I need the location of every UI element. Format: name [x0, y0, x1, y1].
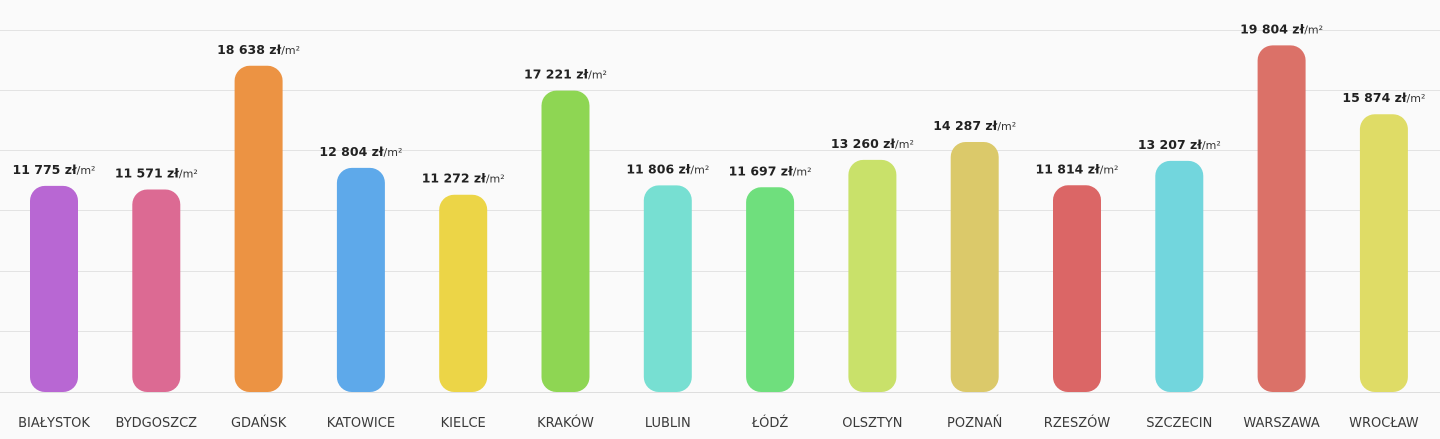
- value-number: 18 638 zł: [217, 42, 281, 57]
- value-number: 11 814 zł: [1036, 161, 1100, 176]
- value-label-0: 11 775 zł/m²: [13, 162, 96, 177]
- bar-6[interactable]: [643, 185, 692, 392]
- value-number: 17 221 zł: [524, 67, 588, 82]
- category-label-9: POZNAŃ: [947, 415, 1002, 431]
- category-label-11: SZCZECIN: [1146, 416, 1212, 431]
- value-number: 11 806 zł: [626, 161, 690, 176]
- value-unit: /m²: [1202, 139, 1221, 152]
- bar-1[interactable]: [132, 189, 181, 393]
- bar-11[interactable]: [1155, 160, 1204, 392]
- value-label-9: 14 287 zł/m²: [933, 118, 1016, 133]
- category-label-8: OLSZTYN: [842, 416, 902, 431]
- value-number: 11 272 zł: [422, 171, 486, 186]
- category-label-3: KATOWICE: [327, 416, 395, 431]
- value-unit: /m²: [997, 120, 1016, 133]
- category-label-0: BIAŁYSTOK: [18, 416, 90, 431]
- category-label-1: BYDGOSZCZ: [115, 416, 197, 431]
- value-label-1: 11 571 zł/m²: [115, 166, 198, 181]
- value-label-10: 11 814 zł/m²: [1036, 161, 1119, 176]
- gridlines: [0, 30, 1440, 393]
- value-unit: /m²: [77, 164, 96, 177]
- value-label-6: 11 806 zł/m²: [626, 161, 709, 176]
- value-number: 12 804 zł: [319, 144, 383, 159]
- bar-12[interactable]: [1257, 45, 1306, 393]
- value-unit: /m²: [1407, 92, 1426, 105]
- value-label-3: 12 804 zł/m²: [319, 144, 402, 159]
- value-number: 11 775 zł: [13, 162, 77, 177]
- value-label-5: 17 221 zł/m²: [524, 67, 607, 82]
- category-label-7: ŁÓDŹ: [751, 415, 789, 431]
- value-label-2: 18 638 zł/m²: [217, 42, 300, 57]
- bar-5[interactable]: [541, 90, 590, 392]
- value-number: 13 260 zł: [831, 136, 895, 151]
- value-unit: /m²: [281, 44, 300, 57]
- bar-13[interactable]: [1359, 114, 1408, 392]
- value-label-12: 19 804 zł/m²: [1240, 21, 1323, 36]
- value-number: 11 571 zł: [115, 166, 179, 181]
- category-label-6: LUBLIN: [645, 416, 691, 431]
- value-unit: /m²: [1304, 23, 1323, 36]
- bar-9[interactable]: [950, 142, 999, 392]
- category-label-5: KRAKÓW: [537, 415, 594, 431]
- value-number: 15 874 zł: [1342, 90, 1406, 105]
- bar-3[interactable]: [336, 167, 385, 392]
- bar-0[interactable]: [30, 185, 78, 392]
- value-number: 11 697 zł: [729, 163, 793, 178]
- value-unit: /m²: [1100, 163, 1119, 176]
- category-label-13: WROCŁAW: [1349, 416, 1419, 431]
- value-number: 14 287 zł: [933, 118, 997, 133]
- value-label-8: 13 260 zł/m²: [831, 136, 914, 151]
- value-unit: /m²: [179, 168, 198, 181]
- value-number: 13 207 zł: [1138, 137, 1202, 152]
- value-label-4: 11 272 zł/m²: [422, 171, 505, 186]
- category-label-10: RZESZÓW: [1044, 415, 1111, 431]
- value-unit: /m²: [895, 138, 914, 151]
- bars-group: [30, 45, 1408, 393]
- bar-2[interactable]: [234, 65, 283, 393]
- bar-4[interactable]: [439, 194, 488, 392]
- value-unit: /m²: [793, 165, 812, 178]
- value-number: 19 804 zł: [1240, 21, 1304, 36]
- value-unit: /m²: [384, 146, 403, 159]
- category-label-2: GDAŃSK: [231, 415, 287, 431]
- category-label-4: KIELCE: [441, 416, 486, 431]
- value-label-7: 11 697 zł/m²: [729, 163, 812, 178]
- value-unit: /m²: [486, 173, 505, 186]
- bar-8[interactable]: [848, 159, 897, 392]
- category-label-12: WARSZAWA: [1243, 416, 1320, 431]
- bar-7[interactable]: [746, 187, 795, 392]
- value-label-13: 15 874 zł/m²: [1342, 90, 1425, 105]
- value-unit: /m²: [690, 163, 709, 176]
- category-labels-group: BIAŁYSTOK BYDGOSZCZ GDAŃSK KATOWICE KIELCE KR…: [18, 415, 1419, 431]
- value-unit: /m²: [588, 69, 607, 82]
- bar-10[interactable]: [1053, 185, 1101, 392]
- value-label-11: 13 207 zł/m²: [1138, 137, 1221, 152]
